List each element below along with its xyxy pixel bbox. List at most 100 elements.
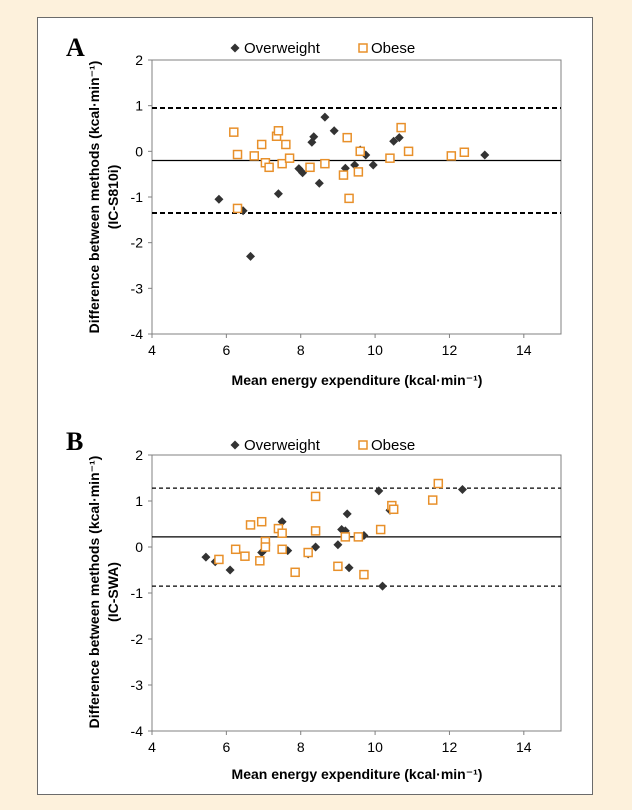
obese-point-b: [240, 551, 250, 561]
y-tick-label-a: -3: [131, 280, 144, 296]
x-tick-label-a: 14: [516, 342, 532, 358]
overweight-point-b: [333, 540, 343, 550]
y-tick-label-b: -1: [131, 585, 144, 601]
obese-point-a: [396, 122, 406, 133]
obese-point-b: [290, 567, 300, 578]
obese-point-a: [459, 147, 470, 157]
overweight-point-a: [298, 168, 308, 178]
obese-point-a: [320, 158, 330, 169]
legend-overweight-symbol-a: [230, 43, 240, 53]
legend-obese-symbol-a: [358, 43, 368, 53]
figure-frame: [37, 17, 593, 795]
x-tick-label-a: 6: [222, 342, 230, 358]
y-tick-label-a: -1: [131, 189, 144, 205]
overweight-point-b: [201, 552, 211, 562]
y-tick-label-b: 2: [135, 447, 143, 463]
x-tick-label-a: 10: [367, 342, 383, 358]
legend-obese-symbol-b: [358, 440, 368, 450]
obese-point-a: [446, 151, 457, 161]
y-axis-title-a: Difference between methods (kcal·min⁻¹): [86, 61, 102, 334]
overweight-point-b: [378, 581, 388, 591]
overweight-point-b: [311, 542, 321, 552]
obese-point-a: [277, 158, 287, 169]
y-tick-label-b: 0: [135, 539, 143, 555]
obese-point-a: [281, 139, 291, 150]
x-axis-title-b: Mean energy expenditure (kcal·min⁻¹): [232, 766, 483, 782]
obese-point-a: [344, 193, 354, 204]
y-tick-label-a: 1: [135, 98, 143, 114]
obese-point-b: [375, 524, 386, 535]
x-tick-label-b: 8: [297, 739, 305, 755]
panel-label-a: A: [66, 33, 85, 62]
obese-point-a: [229, 127, 239, 137]
obese-point-b: [340, 532, 351, 542]
obese-point-a: [264, 162, 274, 173]
obese-point-b: [277, 528, 287, 538]
x-tick-label-b: 10: [367, 739, 383, 755]
overweight-point-a: [368, 160, 378, 170]
obese-point-a: [342, 132, 352, 143]
overweight-point-b: [457, 485, 467, 494]
x-tick-label-b: 12: [442, 739, 458, 755]
overweight-point-a: [246, 251, 256, 261]
obese-point-b: [359, 569, 369, 580]
obese-point-a: [403, 146, 414, 157]
obese-point-b: [255, 556, 265, 566]
legend-overweight-label-b: Overweight: [244, 437, 321, 454]
obese-point-a: [385, 153, 395, 163]
obese-point-a: [355, 146, 365, 157]
obese-point-a: [232, 203, 243, 214]
legend-obese-label-a: Obese: [371, 40, 415, 57]
obese-point-b: [303, 547, 313, 558]
overweight-point-a: [314, 178, 324, 188]
obese-point-b: [353, 532, 364, 542]
overweight-point-a: [273, 189, 283, 199]
legend-obese-label-b: Obese: [371, 437, 415, 454]
y-tick-label-b: -2: [131, 631, 144, 647]
overweight-point-a: [389, 136, 399, 146]
y-axis-subtitle-a: (IC-S810i): [105, 165, 121, 230]
obese-point-a: [305, 162, 315, 173]
obese-point-a: [353, 167, 364, 177]
panel-label-b: B: [66, 427, 83, 456]
obese-point-a: [249, 151, 259, 161]
obese-point-b: [277, 544, 287, 555]
obese-point-a: [338, 170, 349, 180]
legend-overweight-label-a: Overweight: [244, 40, 321, 57]
overweight-point-a: [320, 112, 330, 122]
y-axis-title-b: Difference between methods (kcal·min⁻¹): [86, 456, 102, 729]
y-tick-label-a: -2: [131, 235, 144, 251]
obese-point-a: [256, 139, 267, 150]
obese-point-b: [310, 526, 321, 536]
obese-point-b: [388, 504, 399, 515]
obese-point-a: [284, 153, 295, 163]
x-axis-title-a: Mean energy expenditure (kcal·min⁻¹): [232, 372, 483, 388]
overweight-point-a: [394, 133, 404, 143]
obese-point-b: [214, 554, 224, 565]
overweight-point-a: [480, 150, 490, 160]
overweight-point-b: [374, 486, 384, 496]
obese-point-b: [427, 495, 438, 505]
x-tick-label-a: 8: [297, 342, 305, 358]
x-tick-label-b: 14: [516, 739, 532, 755]
obese-point-b: [333, 561, 343, 572]
y-tick-label-b: 1: [135, 493, 143, 509]
x-tick-label-a: 4: [148, 342, 156, 358]
overweight-point-a: [309, 132, 319, 142]
obese-point-b: [310, 491, 321, 502]
obese-point-a: [232, 149, 243, 160]
overweight-point-b: [342, 509, 352, 519]
obese-point-b: [230, 544, 241, 555]
plot-area-b: [151, 454, 562, 732]
y-tick-label-a: 0: [135, 143, 143, 159]
obese-point-b: [433, 478, 444, 489]
y-axis-subtitle-b: (IC-SWA): [105, 562, 121, 622]
y-tick-label-a: 2: [135, 52, 143, 68]
overweight-point-b: [344, 563, 354, 573]
plot-area-a: [151, 59, 562, 335]
x-tick-label-a: 12: [442, 342, 458, 358]
x-tick-label-b: 4: [148, 739, 156, 755]
y-tick-label-a: -4: [131, 326, 144, 342]
y-tick-label-b: -4: [131, 723, 144, 739]
